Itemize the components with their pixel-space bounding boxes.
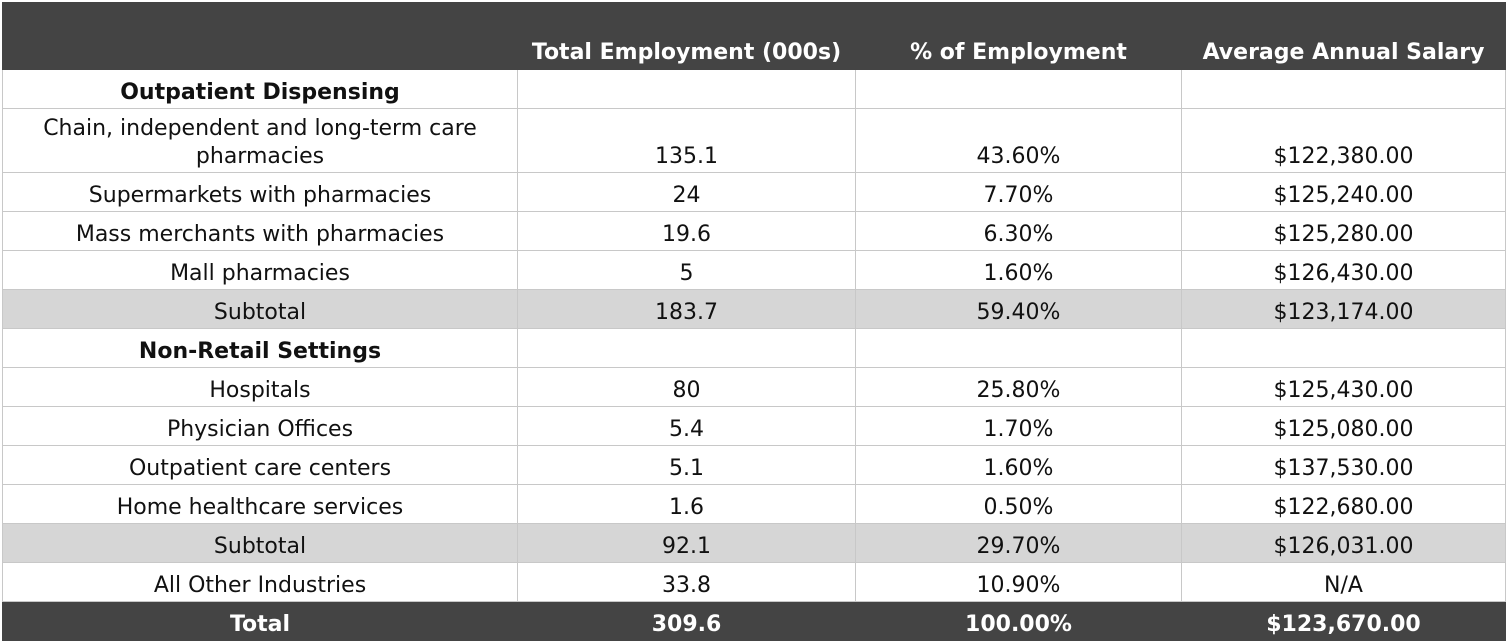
header-total-employment: Total Employment (000s) [517,2,856,70]
row-salary: $123,174.00 [1181,289,1506,329]
row-pct: 0.50% [855,484,1182,524]
header-row: Total Employment (000s) % of Employment … [2,2,1506,70]
row-salary: $125,430.00 [1181,367,1506,407]
row-salary: $122,680.00 [1181,484,1506,524]
row-label: Non-Retail Settings [2,328,518,368]
row-pct: 25.80% [855,367,1182,407]
subtotal-row: Subtotal 183.7 59.40% $123,174.00 [2,289,1506,329]
row-pct: 1.60% [855,250,1182,290]
row-pct: 7.70% [855,172,1182,212]
row-pct: 43.60% [855,108,1182,173]
row-label: Home healthcare services [2,484,518,524]
row-salary: $137,530.00 [1181,445,1506,485]
row-employment: 309.6 [517,601,856,641]
row-pct [855,328,1182,368]
row-pct: 10.90% [855,562,1182,602]
table-row: Mall pharmacies 5 1.60% $126,430.00 [2,250,1506,290]
row-salary: N/A [1181,562,1506,602]
table-row: Outpatient care centers 5.1 1.60% $137,5… [2,445,1506,485]
section-row-outpatient-dispensing: Outpatient Dispensing [2,69,1506,109]
row-label: Mass merchants with pharmacies [2,211,518,251]
section-row-non-retail-settings: Non-Retail Settings [2,328,1506,368]
total-row: Total 309.6 100.00% $123,670.00 [2,601,1506,641]
row-pct [855,69,1182,109]
table-row: Physician Offices 5.4 1.70% $125,080.00 [2,406,1506,446]
row-employment: 5 [517,250,856,290]
table-row: Home healthcare services 1.6 0.50% $122,… [2,484,1506,524]
row-employment [517,69,856,109]
row-employment: 19.6 [517,211,856,251]
table-row: Supermarkets with pharmacies 24 7.70% $1… [2,172,1506,212]
row-label: Physician Offices [2,406,518,446]
row-pct: 1.70% [855,406,1182,446]
row-salary [1181,328,1506,368]
header-avg-salary: Average Annual Salary [1181,2,1506,70]
row-employment: 135.1 [517,108,856,173]
row-salary: $122,380.00 [1181,108,1506,173]
row-salary: $125,080.00 [1181,406,1506,446]
row-salary: $126,031.00 [1181,523,1506,563]
row-pct: 100.00% [855,601,1182,641]
row-salary: $123,670.00 [1181,601,1506,641]
row-employment: 92.1 [517,523,856,563]
header-category [2,2,518,70]
row-employment: 33.8 [517,562,856,602]
row-label: Chain, independent and long-term care ph… [2,108,518,173]
row-pct: 1.60% [855,445,1182,485]
row-employment: 1.6 [517,484,856,524]
row-pct: 29.70% [855,523,1182,563]
subtotal-row: Subtotal 92.1 29.70% $126,031.00 [2,523,1506,563]
table-row: Mass merchants with pharmacies 19.6 6.30… [2,211,1506,251]
table-row: All Other Industries 33.8 10.90% N/A [2,562,1506,602]
row-label: Mall pharmacies [2,250,518,290]
table-row: Hospitals 80 25.80% $125,430.00 [2,367,1506,407]
row-employment [517,328,856,368]
row-pct: 6.30% [855,211,1182,251]
row-employment: 80 [517,367,856,407]
row-label: Supermarkets with pharmacies [2,172,518,212]
row-employment: 24 [517,172,856,212]
row-salary: $126,430.00 [1181,250,1506,290]
row-label: Outpatient Dispensing [2,69,518,109]
row-employment: 183.7 [517,289,856,329]
row-employment: 5.1 [517,445,856,485]
row-label: All Other Industries [2,562,518,602]
row-salary: $125,240.00 [1181,172,1506,212]
row-label: Subtotal [2,523,518,563]
row-employment: 5.4 [517,406,856,446]
header-pct-employment: % of Employment [855,2,1182,70]
row-salary: $125,280.00 [1181,211,1506,251]
row-label: Total [2,601,518,641]
row-salary [1181,69,1506,109]
row-label: Hospitals [2,367,518,407]
row-pct: 59.40% [855,289,1182,329]
row-label: Outpatient care centers [2,445,518,485]
row-label: Subtotal [2,289,518,329]
table-row: Chain, independent and long-term care ph… [2,108,1506,173]
